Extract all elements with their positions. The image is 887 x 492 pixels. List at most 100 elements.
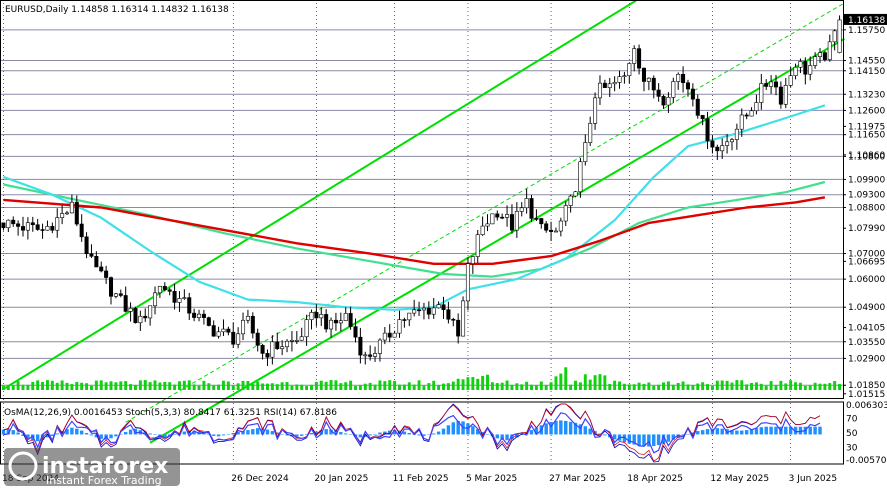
candle-body (476, 235, 479, 257)
candle-body (706, 119, 709, 141)
candle-body (305, 320, 308, 337)
candle-body (60, 213, 63, 217)
volume-bar (457, 379, 460, 390)
volume-bar (85, 383, 88, 390)
candle-body (422, 308, 425, 310)
candle-body (144, 316, 147, 318)
volume-bar (491, 382, 494, 390)
osma-bar (774, 427, 777, 435)
osma-bar (720, 429, 723, 435)
y-tick-label: 1.10800 (848, 152, 885, 162)
volume-bar (594, 375, 597, 390)
volume-bar (105, 382, 108, 390)
volume-bar (139, 380, 142, 390)
volume-bar (261, 384, 264, 390)
volume-bar (579, 382, 582, 390)
osma-bar (637, 434, 640, 445)
volume-bar (755, 382, 758, 390)
candle-body (544, 224, 547, 230)
osma-bar (765, 427, 768, 435)
volume-bar (168, 382, 171, 390)
volume-bar (530, 385, 533, 390)
candle-body (691, 89, 694, 99)
osma-bar (70, 428, 73, 435)
volume-bar (789, 380, 792, 390)
candle-body (90, 254, 93, 257)
osma-bar (324, 429, 327, 434)
candle-body (368, 355, 371, 357)
volume-bar (70, 384, 73, 390)
osma-bar (735, 431, 738, 435)
volume-bar (550, 382, 553, 390)
price-label: 1.16138 (848, 16, 885, 26)
candle-body (755, 103, 758, 111)
volume-bar (471, 377, 474, 390)
candle-body (168, 290, 171, 292)
volume-bar (295, 385, 298, 390)
candle-body (7, 220, 10, 228)
volume-bar (119, 381, 122, 390)
osma-bar (716, 428, 719, 434)
candle-body (241, 320, 244, 334)
volume-bar (540, 382, 543, 390)
volume-bar (290, 386, 293, 390)
candle-body (403, 320, 406, 321)
y-tick-label: 1.04105 (848, 324, 885, 334)
y-tick-label: 1.14550 (848, 57, 885, 67)
candle-body (818, 53, 821, 57)
candle-body (227, 329, 230, 332)
candle-body (720, 146, 723, 151)
volume-bar (838, 384, 841, 390)
x-tick-label: 18 Apr 2025 (627, 474, 683, 484)
candle-body (608, 84, 611, 88)
osma-bar (124, 432, 127, 434)
volume-bar (408, 382, 411, 390)
candle-body (833, 31, 836, 42)
candle-body (564, 206, 567, 221)
volume-bar (349, 381, 352, 390)
volume-bar (427, 383, 430, 390)
osma-bar (505, 434, 508, 440)
volume-bar (750, 383, 753, 390)
osma-bar (368, 434, 371, 435)
volume-bar (12, 385, 15, 390)
osma-bar (153, 434, 156, 435)
volume-bar (770, 381, 773, 390)
volume-bar (305, 386, 308, 390)
candle-body (212, 326, 215, 337)
osma-bar (554, 421, 557, 435)
volume-bar (735, 380, 738, 390)
candle-body (437, 305, 440, 308)
volume-bar (124, 381, 127, 390)
volume-bar (687, 384, 690, 390)
volume-bar (256, 382, 259, 390)
candle-body (256, 333, 259, 345)
candle-body (686, 83, 689, 89)
candle-body (779, 87, 782, 104)
osma-bar (280, 434, 283, 435)
osma-bar (740, 431, 743, 435)
volume-bar (330, 380, 333, 390)
volume-bar (510, 385, 513, 390)
osma-bar (266, 430, 269, 435)
candle-body (667, 97, 670, 105)
volume-bar (657, 385, 660, 390)
volume-bar (633, 384, 636, 390)
volume-bar (726, 381, 729, 390)
candle-body (735, 129, 738, 139)
candle-body (364, 355, 367, 356)
candle-body (696, 99, 699, 115)
candle-body (378, 340, 381, 353)
osma-bar (212, 434, 215, 435)
volume-bar (765, 386, 768, 390)
candle-body (139, 316, 142, 322)
osma-bar (549, 422, 552, 435)
candle-body (70, 202, 73, 213)
volume-bar (251, 384, 254, 390)
osc-tick-label: 50 (846, 429, 858, 439)
candle-body (647, 78, 650, 81)
candle-body (21, 226, 24, 230)
volume-bar (144, 380, 147, 390)
candle-body (183, 298, 186, 299)
